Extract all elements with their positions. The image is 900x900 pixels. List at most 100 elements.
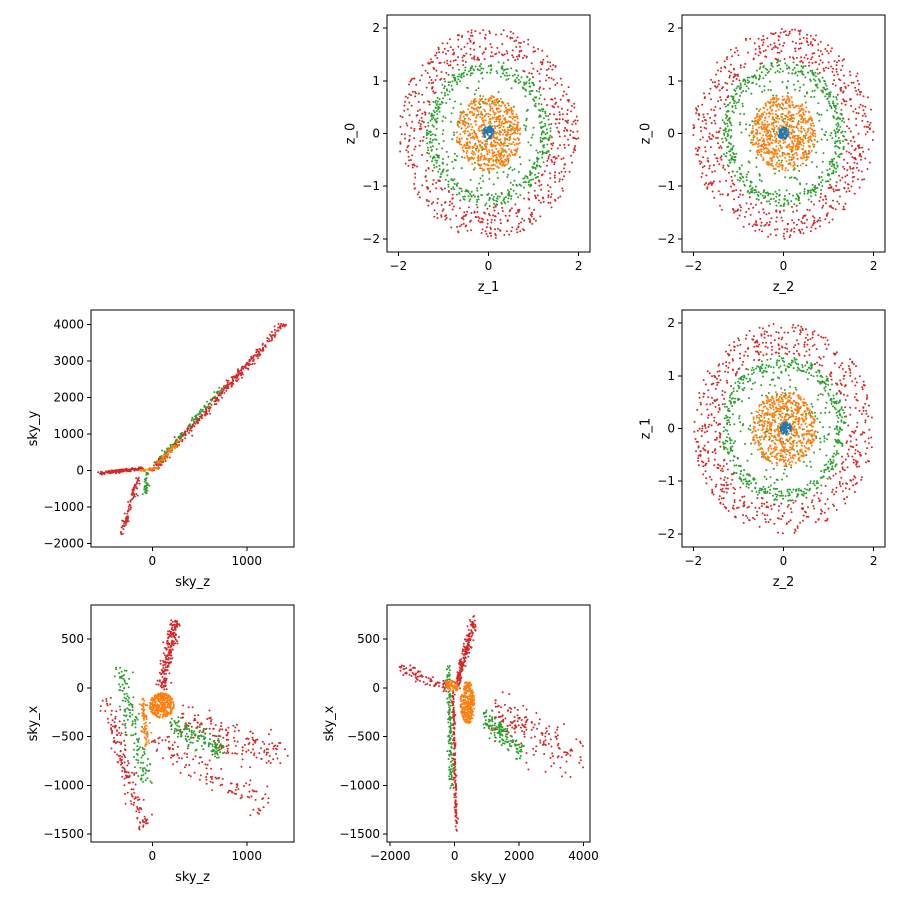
scatter-point: [502, 149, 505, 151]
scatter-point: [485, 202, 488, 205]
scatter-point: [444, 218, 447, 221]
scatter-point: [723, 103, 726, 106]
scatter-point: [481, 146, 484, 149]
scatter-point: [855, 166, 858, 169]
scatter-point: [484, 230, 487, 233]
scatter-point: [559, 98, 562, 101]
scatter-point: [770, 365, 773, 368]
scatter-point: [787, 135, 790, 138]
scatter-point: [781, 166, 784, 168]
scatter-point: [831, 137, 834, 140]
scatter-point: [492, 214, 494, 217]
scatter-point: [489, 105, 492, 108]
scatter-point: [799, 156, 802, 159]
scatter-point: [471, 72, 474, 75]
scatter-point: [761, 512, 764, 515]
scatter-point: [737, 464, 740, 467]
scatter-point: [463, 156, 466, 159]
scatter-point: [417, 191, 420, 194]
scatter-point: [435, 181, 438, 184]
scatter-point: [731, 368, 734, 371]
scatter-point: [784, 117, 787, 120]
scatter-point: [530, 178, 533, 181]
scatter-point: [772, 46, 775, 49]
scatter-point: [499, 97, 502, 100]
scatter-point: [757, 37, 760, 40]
scatter-point: [484, 33, 487, 36]
scatter-point: [500, 161, 503, 164]
scatter-point: [522, 69, 525, 72]
scatter-point: [758, 525, 761, 528]
scatter-point: [715, 483, 718, 486]
scatter-point: [850, 81, 853, 84]
scatter-point: [536, 160, 539, 163]
scatter-point: [428, 130, 431, 133]
scatter-point: [794, 500, 797, 502]
scatter-point: [782, 209, 785, 212]
scatter-point: [848, 190, 851, 193]
scatter-point: [762, 106, 765, 109]
scatter-point: [442, 97, 445, 100]
scatter-point: [534, 182, 537, 185]
scatter-point: [535, 165, 538, 168]
scatter-point: [758, 138, 761, 141]
scatter-point: [701, 136, 704, 139]
scatter-point: [470, 229, 472, 232]
scatter-point: [515, 143, 518, 145]
scatter-point: [833, 157, 835, 160]
scatter-point: [830, 165, 833, 168]
scatter-point: [767, 334, 770, 337]
scatter-point: [561, 118, 564, 121]
scatter-point: [458, 140, 461, 143]
scatter-point: [788, 118, 791, 121]
scatter-point: [769, 105, 772, 108]
scatter-point: [516, 124, 519, 127]
scatter-point: [491, 152, 494, 155]
scatter-point: [802, 139, 805, 142]
scatter-point: [854, 429, 857, 432]
scatter-point: [516, 55, 518, 58]
scatter-point: [472, 194, 475, 197]
scatter-point: [477, 106, 480, 109]
scatter-point: [794, 529, 797, 532]
scatter-point: [802, 144, 805, 147]
scatter-point: [792, 83, 795, 86]
scatter-point: [718, 180, 721, 183]
scatter-point: [793, 66, 796, 69]
scatter-point: [723, 490, 725, 493]
scatter-point: [852, 136, 855, 139]
scatter-point: [786, 228, 789, 231]
scatter-point: [778, 162, 781, 165]
scatter-point: [835, 490, 838, 493]
scatter-point: [775, 331, 778, 333]
scatter-point: [432, 114, 435, 117]
scatter-point: [503, 74, 506, 77]
scatter-point: [516, 58, 519, 61]
scatter-point: [419, 123, 422, 126]
scatter-point: [443, 85, 446, 88]
scatter-point: [697, 441, 699, 443]
scatter-point: [514, 116, 517, 118]
scatter-point: [760, 489, 763, 492]
scatter-point: [752, 57, 755, 60]
scatter-point: [481, 52, 484, 55]
scatter-point: [757, 154, 760, 156]
scatter-point: [824, 48, 827, 50]
scatter-point: [807, 110, 810, 113]
scatter-point: [816, 140, 819, 143]
scatter-point: [538, 115, 541, 118]
scatter-point: [824, 343, 827, 346]
scatter-point: [479, 177, 482, 180]
scatter-point: [775, 139, 778, 142]
scatter-point: [851, 380, 854, 383]
scatter-point: [704, 463, 707, 466]
scatter-point: [839, 88, 842, 91]
scatter-point: [724, 128, 727, 131]
scatter-point: [515, 150, 518, 153]
scatter-point: [797, 47, 800, 50]
scatter-point: [485, 129, 488, 132]
scatter-point: [701, 460, 703, 463]
scatter-point: [835, 508, 838, 511]
scatter-point: [790, 145, 792, 148]
scatter-point: [431, 124, 434, 127]
